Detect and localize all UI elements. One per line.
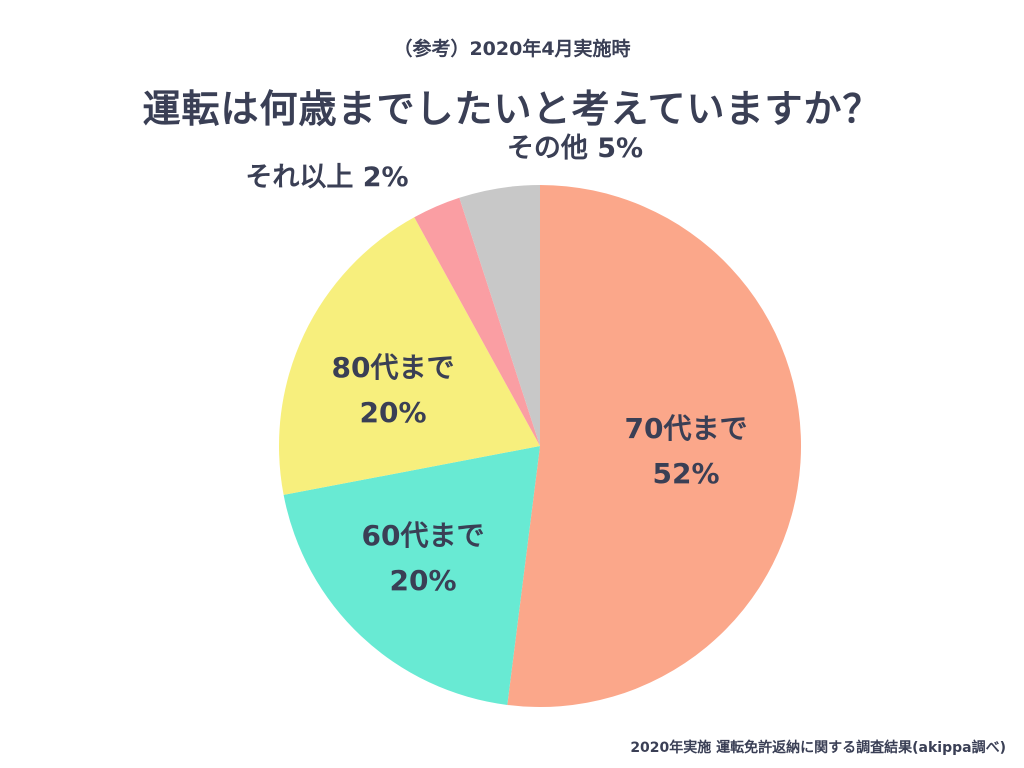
slice-label: 80代まで [332, 351, 455, 384]
chart-subtitle: （参考）2020年4月実施時 [393, 38, 631, 60]
pie-slice [507, 185, 802, 708]
slice-value-label: 52% [652, 457, 719, 490]
pie-slice [459, 185, 540, 446]
slice-label: 60代まで [362, 519, 485, 552]
pie-slice [283, 446, 540, 705]
slice-value-label: 20% [389, 564, 456, 597]
chart-title: 運転は何歳までしたいと考えていますか？ [142, 87, 882, 131]
slice-label: 70代まで [625, 412, 748, 445]
pie-slice [278, 217, 540, 495]
pie-slice [414, 197, 540, 446]
source-note: 2020年実施 運転免許返納に関する調査結果(akippa調べ) [630, 740, 1006, 756]
slice-value-label: 20% [359, 396, 426, 429]
slice-label: その他 5% [507, 133, 643, 164]
slice-label: それ以上 2% [245, 162, 408, 193]
